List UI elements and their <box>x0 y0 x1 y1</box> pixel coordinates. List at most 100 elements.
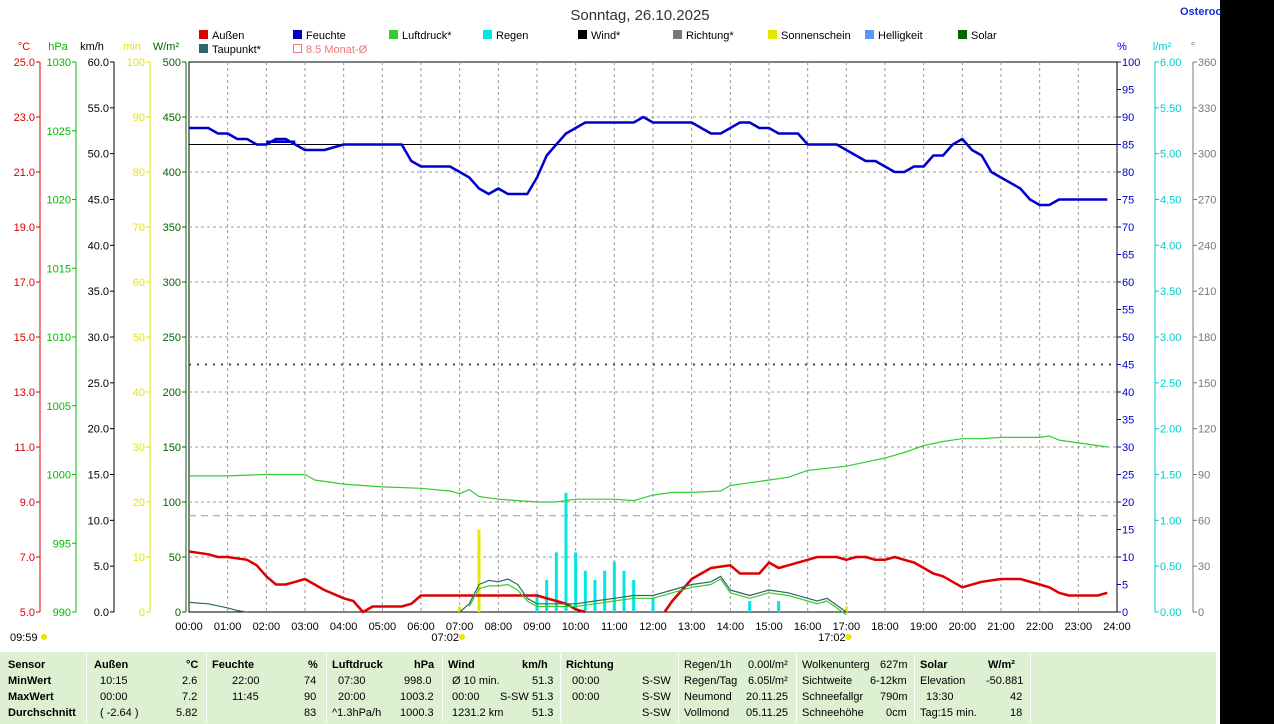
x-tick-label: 22:00 <box>1026 621 1054 633</box>
x-tick-label: 14:00 <box>717 621 745 633</box>
left-tick-label: 350 <box>163 222 181 234</box>
left-tick-label: 1000 <box>47 470 71 482</box>
wind-max-value: 51.3 <box>532 691 554 703</box>
legend-label-4: Wind* <box>591 30 621 42</box>
left-tick-label: 10 <box>133 552 145 564</box>
left-tick-label: 55.0 <box>88 103 109 115</box>
aussen-min-value: 2.6 <box>182 675 198 687</box>
legend-label-2: Luftdruck* <box>402 30 452 42</box>
wind-min-value: 51.3 <box>532 675 554 687</box>
schneehoehe-value: 0cm <box>886 707 907 719</box>
left-tick-label: 25.0 <box>88 378 109 390</box>
grid <box>188 61 1118 613</box>
sichtweite-label: Sichtweite <box>802 675 853 687</box>
series-luftdruck- <box>189 435 1108 503</box>
left-tick-label: 7.0 <box>20 552 35 564</box>
left-tick-label: 300 <box>163 277 181 289</box>
right-tick-label: 150 <box>1198 378 1216 390</box>
right-tick-label: 270 <box>1198 195 1216 207</box>
left-axis-unit-0: °C <box>18 41 30 53</box>
luftdruck-avg-value: 1000.3 <box>400 707 434 719</box>
left-tick-label: 30 <box>133 442 145 454</box>
solar-tag-label: Tag:15 min. <box>920 707 977 719</box>
regen-1h-value: 0.00l/m² <box>748 659 788 671</box>
left-tick-label: 60.0 <box>88 57 109 69</box>
x-tick-label: 18:00 <box>871 621 899 633</box>
left-tick-label: 1010 <box>47 332 71 344</box>
right-tick-label: 5 <box>1122 580 1128 592</box>
legend-label-1: Feuchte <box>306 30 346 42</box>
left-tick-label: 80 <box>133 167 145 179</box>
left-tick-label: 150 <box>163 442 181 454</box>
legend-swatch-1 <box>293 30 302 39</box>
left-tick-label: 19.0 <box>14 222 35 234</box>
legend-swatch-4 <box>578 30 587 39</box>
regen-tag-value: 6.05l/m² <box>748 675 788 687</box>
right-tick-label: 50 <box>1122 332 1134 344</box>
right-tick-label: 65 <box>1122 250 1134 262</box>
right-tick-label: 10 <box>1122 552 1134 564</box>
left-tick-label: 1020 <box>47 195 71 207</box>
left-tick-label: 50 <box>169 552 181 564</box>
legend-label-9: Taupunkt* <box>212 44 262 56</box>
wind-max-time: 00:00 <box>452 691 480 703</box>
right-axis-unit-1: l/m² <box>1153 41 1172 53</box>
legend-swatch-8 <box>958 30 967 39</box>
richtung-header: Richtung <box>566 659 614 671</box>
right-tick-label: 95 <box>1122 85 1134 97</box>
right-tick-label: 4.00 <box>1160 240 1181 252</box>
luftdruck-min-time: 07:30 <box>338 675 366 687</box>
legend-swatch-2 <box>389 30 398 39</box>
series-au-en <box>188 550 586 614</box>
x-tick-label: 15:00 <box>755 621 783 633</box>
bars <box>458 492 848 612</box>
schneefallgr-label: Schneefallgr <box>802 691 864 703</box>
wind-unit: km/h <box>522 659 548 671</box>
right-tick-label: 180 <box>1198 332 1216 344</box>
x-tick-label: 12:00 <box>639 621 667 633</box>
right-tick-label: 15 <box>1122 525 1134 537</box>
series-taupunkt- <box>188 601 248 613</box>
x-tick-label: 16:00 <box>794 621 822 633</box>
legend-label-0: Außen <box>212 30 244 42</box>
left-tick-label: 5.0 <box>20 607 35 619</box>
left-tick-label: 5.0 <box>94 561 109 573</box>
luftdruck-header: Luftdruck <box>332 659 383 671</box>
series-taupunkt-3 <box>468 578 847 616</box>
left-tick-label: 100 <box>127 57 145 69</box>
minwert-label: MinWert <box>8 675 52 687</box>
x-tick-label: 23:00 <box>1065 621 1093 633</box>
solar-tag-value: 18 <box>1010 707 1023 719</box>
right-tick-label: 6.00 <box>1160 57 1181 69</box>
x-axis-labels: 00:00 01:00 02:00 03:00 04:00 05:00 06:00 07:00… <box>10 621 1131 644</box>
x-tick-label: 02:00 <box>253 621 281 633</box>
left-tick-label: 40.0 <box>88 240 109 252</box>
right-tick-label: 80 <box>1122 167 1134 179</box>
left-tick-label: 0 <box>139 607 145 619</box>
sun-time-label: 07:02 <box>431 632 459 644</box>
wind-avg-value: 51.3 <box>532 707 554 719</box>
schneehoehe-label: Schneehöhe <box>802 707 864 719</box>
x-tick-label: 11:00 <box>601 621 628 633</box>
sun-icon <box>458 634 465 640</box>
wind-max-dir: S-SW <box>500 691 529 703</box>
series-lines <box>188 115 1108 616</box>
wolkenunterg-label: Wolkenunterg <box>802 659 870 671</box>
right-tick-label: 0 <box>1122 607 1128 619</box>
legend-label-3: Regen <box>496 30 528 42</box>
right-tick-label: 330 <box>1198 103 1216 115</box>
left-tick-label: 450 <box>163 112 181 124</box>
legend: Außen Feuchte Luftdruck* Regen Wind* Richtung… <box>199 30 997 56</box>
left-tick-label: 50 <box>133 332 145 344</box>
x-tick-label: 21:00 <box>987 621 1015 633</box>
left-tick-label: 9.0 <box>20 497 35 509</box>
right-tick-label: 2.50 <box>1160 378 1181 390</box>
left-tick-label: 0 <box>175 607 181 619</box>
left-tick-label: 1005 <box>47 401 71 413</box>
legend-label-8: Solar <box>971 30 997 42</box>
right-tick-label: 85 <box>1122 140 1134 152</box>
chart-title: Sonntag, 26.10.2025 <box>570 7 709 24</box>
feuchte-max-value: 90 <box>304 691 317 703</box>
feuchte-min-time: 22:00 <box>232 675 260 687</box>
right-tick-label: 35 <box>1122 415 1134 427</box>
